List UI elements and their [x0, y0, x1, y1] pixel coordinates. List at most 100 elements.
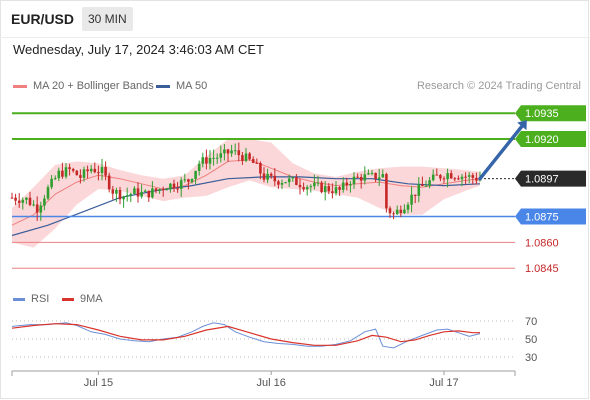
- candle-body: [17, 200, 21, 203]
- candle-body: [287, 178, 291, 183]
- candle-body: [82, 169, 86, 178]
- candle-body: [165, 189, 169, 191]
- timeframe-badge[interactable]: 30 MIN: [82, 7, 133, 31]
- candle-body: [399, 209, 403, 214]
- candle-body: [464, 176, 467, 178]
- candle-body: [302, 187, 305, 190]
- legend-ma50: MA 50: [156, 80, 207, 92]
- candle-body: [327, 186, 331, 192]
- candle-body: [43, 198, 46, 206]
- candle-body: [248, 153, 251, 160]
- candle-body: [68, 167, 71, 169]
- candle-body: [345, 182, 349, 186]
- candle-body: [280, 182, 284, 185]
- ma50-line: [11, 176, 481, 237]
- candle-body: [435, 174, 439, 176]
- level-tag-1-0920: [515, 131, 586, 148]
- candle-body: [176, 188, 179, 190]
- rsi-line: [11, 322, 481, 349]
- rsi-ma-line: [11, 323, 480, 346]
- candle-body: [25, 197, 28, 200]
- candle-body: [424, 185, 428, 187]
- candle-body: [356, 176, 359, 178]
- rsi-tick-label: 50: [525, 334, 537, 346]
- candle-body: [295, 177, 298, 185]
- candle-body: [21, 199, 25, 203]
- candle-body: [230, 150, 233, 154]
- candle-body: [219, 153, 223, 158]
- instrument-name: EUR/USD: [11, 11, 75, 27]
- candle-body: [57, 170, 61, 179]
- candle-body: [428, 180, 431, 186]
- candle-body: [129, 193, 133, 196]
- candle-body: [259, 163, 262, 174]
- ma20-swatch-icon: [13, 84, 27, 88]
- candle-body: [208, 158, 212, 164]
- candle-body: [388, 208, 392, 214]
- candle-body: [140, 191, 143, 197]
- rsi-tick-label: 30: [525, 352, 537, 364]
- candle-body: [370, 172, 374, 174]
- ma9-swatch-icon: [62, 297, 74, 301]
- rsi-swatch-icon: [13, 297, 25, 301]
- candle-body: [147, 190, 151, 198]
- candle-body: [446, 173, 449, 180]
- candle-body: [107, 175, 111, 190]
- candle-body: [255, 162, 259, 164]
- level-label-1-0845: 1.0845: [525, 263, 559, 275]
- candle-body: [197, 163, 201, 171]
- candle-body: [251, 159, 255, 163]
- candle-body: [118, 189, 122, 200]
- level-label-1-0935: 1.0935: [525, 108, 559, 120]
- candle-body: [298, 184, 302, 188]
- candle-body: [71, 168, 75, 171]
- forecast-arrow-head-icon: [517, 120, 527, 131]
- ma50-swatch-icon: [156, 84, 170, 88]
- candle-body: [421, 184, 424, 186]
- level-label-1-0875: 1.0875: [525, 212, 559, 224]
- candle-body: [32, 204, 35, 206]
- candle-body: [194, 170, 197, 179]
- candle-body: [277, 181, 280, 185]
- candle-body: [241, 155, 244, 161]
- candle-body: [10, 197, 14, 199]
- candle-body: [237, 150, 241, 156]
- candle-body: [403, 209, 406, 214]
- candle-body: [349, 184, 352, 186]
- candle-body: [79, 175, 82, 178]
- candle-body: [449, 173, 453, 179]
- candle-body: [363, 174, 367, 181]
- candle-body: [93, 168, 97, 173]
- candle-body: [28, 197, 32, 205]
- candle-body: [374, 172, 377, 180]
- candle-body: [460, 176, 464, 180]
- candle-body: [115, 189, 118, 194]
- timestamp: Wednesday, July 17, 2024 3:46:03 AM CET: [13, 42, 264, 57]
- candle-body: [291, 177, 295, 179]
- candle-body: [179, 180, 183, 189]
- candle-body: [457, 178, 460, 180]
- candle-body: [352, 176, 356, 185]
- candle-body: [313, 182, 316, 187]
- candle-body: [377, 177, 381, 180]
- candle-body: [61, 170, 64, 177]
- candle-body: [392, 213, 395, 215]
- candle-body: [367, 173, 370, 175]
- candle-body: [305, 187, 309, 190]
- candle-body: [406, 204, 410, 210]
- legend-ma20: MA 20 + Bollinger Bands: [13, 80, 154, 92]
- candle-body: [453, 178, 457, 180]
- candle-body: [89, 168, 93, 172]
- candle-body: [122, 196, 125, 200]
- level-tag-1-0875: [515, 208, 586, 225]
- candle-body: [215, 157, 219, 159]
- candle-body: [334, 187, 338, 194]
- candle-body: [104, 166, 107, 176]
- candle-body: [341, 182, 345, 190]
- candle-body: [323, 186, 327, 193]
- candle-body: [158, 189, 161, 191]
- level-label-1-0860: 1.0860: [525, 237, 559, 249]
- chart-header: EUR/USD 30 MIN: [0, 0, 590, 38]
- candle-body: [223, 149, 226, 154]
